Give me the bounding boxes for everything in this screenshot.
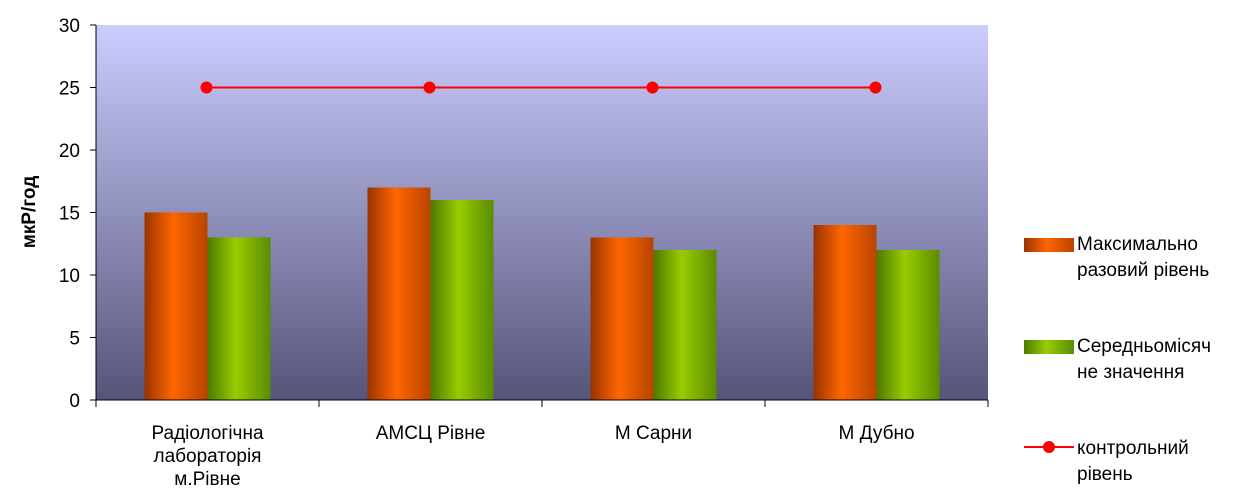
bar-series-1-cat-2 — [367, 187, 431, 400]
x-axis-category-labels: Радіологічна лабораторія м.Рівне АМСЦ Рівне… — [151, 423, 914, 490]
bar-series-1-cat-4 — [813, 225, 877, 400]
control-level-point-3 — [646, 81, 659, 94]
category-label-line: Радіологічна — [151, 423, 263, 444]
category-label-4: М Дубно — [838, 423, 914, 444]
y-tick-label: 30 — [59, 16, 80, 37]
legend-label-3: контрольний рівень — [1077, 438, 1189, 485]
legend-label-line: Максимально — [1077, 234, 1198, 255]
category-label-line: лабораторія — [154, 446, 262, 467]
control-level-point-4 — [869, 81, 882, 94]
y-tick-label: 0 — [69, 391, 80, 412]
bar-series-2-cat-4 — [876, 250, 940, 400]
bar-series-1-cat-3 — [590, 237, 654, 400]
y-axis-ticks: 0 5 10 15 20 25 30 — [59, 16, 96, 412]
legend-label-2: Середньомісяч не значення — [1077, 336, 1211, 383]
category-label-line: м.Рівне — [174, 469, 240, 490]
y-tick-label: 5 — [69, 329, 80, 350]
legend-swatch-1 — [1024, 238, 1074, 252]
category-label-line: М Дубно — [838, 423, 914, 444]
category-label-line: АМСЦ Рівне — [376, 423, 486, 444]
legend-label-line: Середньомісяч — [1077, 336, 1211, 357]
category-label-line: М Сарни — [615, 423, 692, 444]
control-level-series — [200, 81, 882, 94]
bar-series-2-cat-2 — [430, 200, 494, 400]
y-axis-label: мкР/год — [19, 176, 40, 249]
legend-swatch-2 — [1024, 340, 1074, 354]
legend-label-line: контрольний — [1077, 438, 1189, 459]
control-level-point-1 — [200, 81, 213, 94]
legend-label-line: рівень — [1077, 464, 1133, 485]
bar-series-2-cat-3 — [653, 250, 717, 400]
bars-group — [144, 187, 940, 400]
y-tick-label: 20 — [59, 141, 80, 162]
category-label-1: Радіологічна лабораторія м.Рівне — [151, 423, 263, 490]
legend-label-1: Максимально разовий рівень — [1077, 234, 1209, 281]
category-label-2: АМСЦ Рівне — [376, 423, 486, 444]
y-tick-label: 15 — [59, 204, 80, 225]
bar-series-1-cat-1 — [144, 212, 208, 400]
legend-label-line: не значення — [1077, 362, 1184, 383]
y-tick-label: 10 — [59, 266, 80, 287]
control-level-point-2 — [423, 81, 436, 94]
legend-marker — [1043, 441, 1055, 453]
bar-series-2-cat-1 — [207, 237, 271, 400]
legend-label-line: разовий рівень — [1077, 260, 1209, 281]
category-label-3: М Сарни — [615, 423, 692, 444]
x-axis-ticks — [95, 400, 989, 407]
legend: Максимально разовий рівень Середньомісяч не… — [1024, 234, 1211, 485]
y-tick-label: 25 — [59, 79, 80, 100]
